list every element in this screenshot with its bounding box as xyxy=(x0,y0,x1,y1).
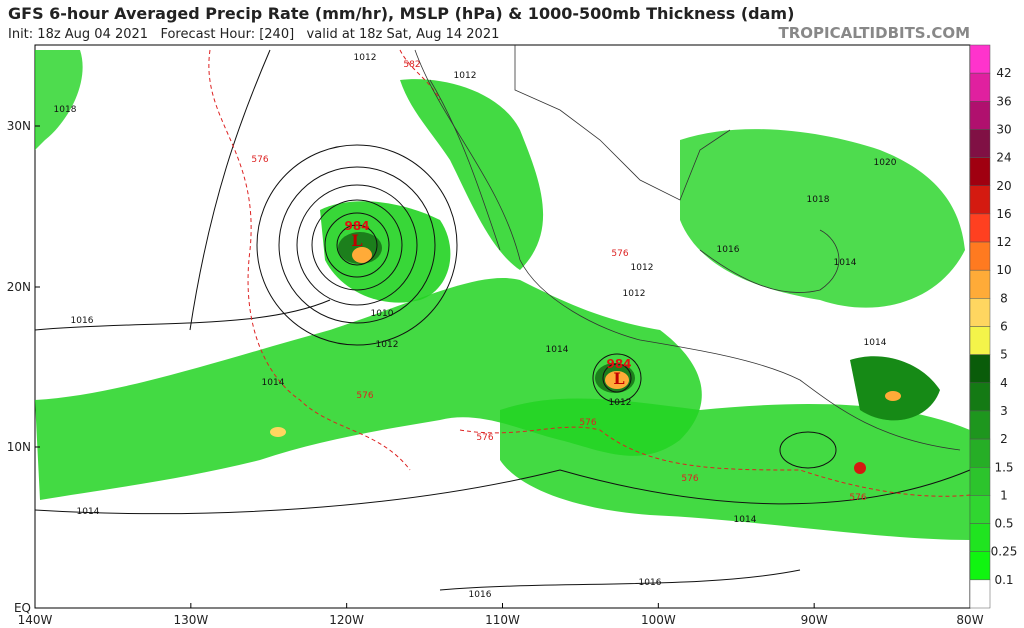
thickness-label: 576 xyxy=(579,418,596,428)
low-pressure: 984 xyxy=(606,357,631,371)
isobar-label: 1020 xyxy=(874,158,897,168)
colorbar-segment xyxy=(969,467,991,496)
isobar-label: 1016 xyxy=(469,590,492,600)
isobar-label: 1012 xyxy=(354,53,377,63)
colorbar-label: 36 xyxy=(996,94,1011,108)
colorbar-label: 6 xyxy=(1000,320,1008,334)
colorbar-segment xyxy=(969,213,991,243)
colorbar-segment xyxy=(969,551,991,581)
low-symbol: L xyxy=(351,231,362,250)
colorbar-label: 0.25 xyxy=(991,545,1018,559)
colorbar-segment xyxy=(969,438,991,468)
colorbar-label: 10 xyxy=(996,263,1011,277)
colorbar-segment xyxy=(969,298,991,327)
isobar-label: 1014 xyxy=(77,507,100,517)
colorbar-segment xyxy=(969,382,991,412)
colorbar-segment xyxy=(969,157,991,187)
colorbar-label: 30 xyxy=(996,122,1011,136)
colorbar-label: 5 xyxy=(1000,348,1008,362)
colorbar-segment xyxy=(969,326,991,355)
isobar-label: 1014 xyxy=(262,378,285,388)
isobar-label: 1018 xyxy=(807,195,830,205)
colorbar-label: 12 xyxy=(996,235,1011,249)
colorbar-label: 3 xyxy=(1000,404,1008,418)
colorbar-label: 42 xyxy=(996,66,1011,80)
lat-label: 30N xyxy=(7,119,31,133)
lat-label: EQ xyxy=(14,601,31,615)
thickness-label: 576 xyxy=(476,433,493,443)
colorbar-label: 4 xyxy=(1000,376,1008,390)
isobar-label: 1014 xyxy=(734,515,757,525)
colorbar-segment xyxy=(969,101,991,130)
site-name: TROPICALTIDBITS.COM xyxy=(779,24,971,42)
isobar-label: 1012 xyxy=(631,263,654,273)
colorbar-label: 2 xyxy=(1000,432,1008,446)
colorbar-label: 20 xyxy=(996,179,1011,193)
colorbar-label: 0.5 xyxy=(994,517,1013,531)
isobar-label: 1014 xyxy=(864,338,887,348)
thickness-label: 576 xyxy=(681,474,698,484)
title: GFS 6-hour Averaged Precip Rate (mm/hr),… xyxy=(8,4,794,23)
colorbar-segment xyxy=(969,72,991,102)
colorbar-segment xyxy=(969,44,991,74)
colorbar-label: 24 xyxy=(996,151,1011,165)
lon-label: 100W xyxy=(641,613,676,627)
colorbar-label: 0.1 xyxy=(994,573,1013,587)
low-symbol: L xyxy=(613,369,624,388)
colorbar-segment xyxy=(969,185,991,215)
isobar-label: 1016 xyxy=(71,316,94,326)
colorbar-segment xyxy=(969,523,991,552)
lon-label: 130W xyxy=(173,613,208,627)
isobar-label: 1014 xyxy=(834,258,857,268)
colorbar-segment xyxy=(969,241,991,271)
isobar-label: 1016 xyxy=(639,578,662,588)
thickness-label: 582 xyxy=(403,60,420,70)
isobar-label: 1010 xyxy=(371,309,394,319)
isobar-label: 1012 xyxy=(376,340,399,350)
colorbar-label: 1.5 xyxy=(994,460,1013,474)
coastlines xyxy=(414,45,961,451)
thickness-lines xyxy=(208,49,971,497)
colorbar-label: 16 xyxy=(996,207,1011,221)
isobar-label: 1014 xyxy=(546,345,569,355)
colorbar-segment xyxy=(969,129,991,158)
subtitle: Init: 18z Aug 04 2021 Forecast Hour: [24… xyxy=(8,27,499,42)
thickness-label: 576 xyxy=(611,249,628,259)
thickness-label: 576 xyxy=(356,391,373,401)
lon-label: 80W xyxy=(956,613,983,627)
lon-label: 120W xyxy=(329,613,364,627)
isobar-label: 1012 xyxy=(609,398,632,408)
low-pressure: 984 xyxy=(344,219,369,233)
lat-label: 20N xyxy=(7,280,31,294)
lon-label: 140W xyxy=(18,613,53,627)
colorbar-segment xyxy=(969,495,991,524)
isobar-label: 1012 xyxy=(454,71,477,81)
isobar-label: 1018 xyxy=(54,105,77,115)
colorbar-segment xyxy=(969,410,991,440)
lat-label: 10N xyxy=(7,440,31,454)
colorbar-label: 1 xyxy=(1000,488,1008,502)
lon-label: 90W xyxy=(801,613,828,627)
thickness-label: 576 xyxy=(849,493,866,503)
colorbar-label: 8 xyxy=(1000,291,1008,305)
colorbar-segment xyxy=(969,269,991,299)
isobar-label: 1012 xyxy=(623,289,646,299)
isobars xyxy=(34,49,971,591)
lon-label: 110W xyxy=(485,613,520,627)
colorbar-segment xyxy=(969,579,991,609)
isobar-label: 1016 xyxy=(717,245,740,255)
thickness-label: 576 xyxy=(251,155,268,165)
colorbar-segment xyxy=(969,354,991,384)
